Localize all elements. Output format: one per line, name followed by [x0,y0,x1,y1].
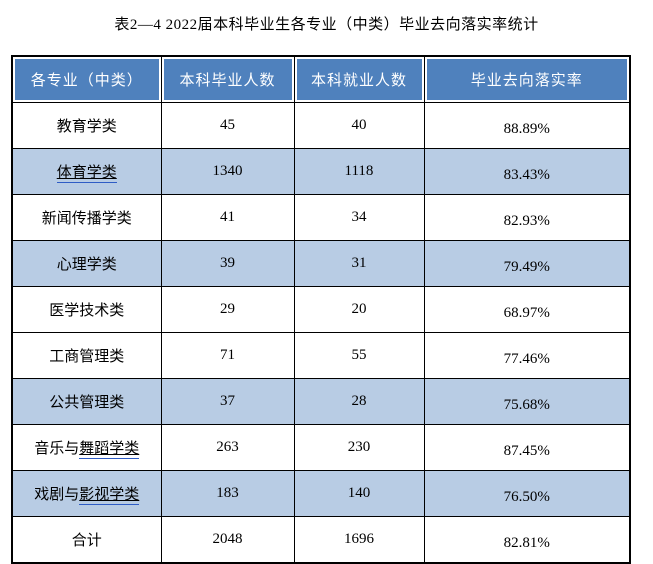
employed-cell: 230 [293,424,425,471]
rate-value: 76.50% [503,489,550,505]
header-graduates: 本科毕业人数 [160,55,295,103]
major-text: 工商管理类 [49,349,125,365]
table-row: 心理学类 39 31 79.49% [11,240,631,287]
major-cell: 戏剧与影视学类 [11,470,162,517]
table-body: 教育学类 45 40 88.89% 体育学类 1340 1118 83.43% 新闻传播学类 41… [11,102,631,564]
employed-cell: 1696 [293,516,425,564]
rate-cell: 75.68% [423,378,631,425]
major-cell: 心理学类 [11,240,162,287]
major-link[interactable]: 舞蹈学类 [79,441,140,459]
major-text: 医学技术类 [49,303,125,319]
table-row: 医学技术类 29 20 68.97% [11,286,631,333]
employed-cell: 40 [293,102,425,149]
employed-cell: 20 [293,286,425,333]
rate-cell: 79.49% [423,240,631,287]
graduates-cell: 2048 [160,516,295,564]
graduates-cell: 71 [160,332,295,379]
rate-value: 83.43% [503,167,550,183]
header-rate: 毕业去向落实率 [423,55,631,103]
graduates-cell: 45 [160,102,295,149]
major-cell: 体育学类 [11,148,162,195]
major-text: 公共管理类 [49,395,125,411]
major-cell: 公共管理类 [11,378,162,425]
rate-cell: 82.93% [423,194,631,241]
major-link[interactable]: 体育学类 [56,165,117,183]
major-cell: 音乐与舞蹈学类 [11,424,162,471]
employed-cell: 1118 [293,148,425,195]
graduates-cell: 39 [160,240,295,287]
rate-value: 68.97% [503,305,550,321]
graduates-cell: 29 [160,286,295,333]
table-row: 工商管理类 71 55 77.46% [11,332,631,379]
table-row: 合计 2048 1696 82.81% [11,516,631,564]
major-link[interactable]: 影视学类 [79,487,140,505]
graduates-cell: 263 [160,424,295,471]
table-row: 音乐与舞蹈学类 263 230 87.45% [11,424,631,471]
graduates-cell: 41 [160,194,295,241]
rate-value: 82.81% [503,535,550,551]
rate-cell: 77.46% [423,332,631,379]
table-row: 公共管理类 37 28 75.68% [11,378,631,425]
major-text: 戏剧与 [34,487,80,503]
rate-value: 75.68% [503,397,550,413]
rate-value: 87.45% [503,443,550,459]
table-row: 体育学类 1340 1118 83.43% [11,148,631,195]
major-text: 新闻传播学类 [41,211,132,227]
major-cell: 合计 [11,516,162,564]
rate-cell: 87.45% [423,424,631,471]
table-row: 新闻传播学类 41 34 82.93% [11,194,631,241]
rate-value: 88.89% [503,121,550,137]
graduates-cell: 37 [160,378,295,425]
header-row: 各专业（中类） 本科毕业人数 本科就业人数 毕业去向落实率 [11,55,631,103]
major-cell: 教育学类 [11,102,162,149]
major-text: 心理学类 [56,257,117,273]
major-cell: 医学技术类 [11,286,162,333]
employed-cell: 28 [293,378,425,425]
major-text: 合计 [71,533,102,549]
statistics-table: 各专业（中类） 本科毕业人数 本科就业人数 毕业去向落实率 教育学类 45 40 88… [11,55,631,564]
graduates-cell: 183 [160,470,295,517]
rate-cell: 68.97% [423,286,631,333]
header-major: 各专业（中类） [11,55,162,103]
table-caption: 表2—4 2022届本科毕业生各专业（中类）毕业去向落实率统计 [114,17,539,33]
table-row: 教育学类 45 40 88.89% [11,102,631,149]
major-cell: 新闻传播学类 [11,194,162,241]
graduates-cell: 1340 [160,148,295,195]
rate-value: 82.93% [503,213,550,229]
employed-cell: 34 [293,194,425,241]
header-employed: 本科就业人数 [293,55,425,103]
major-text: 教育学类 [56,119,117,135]
rate-value: 77.46% [503,351,550,367]
rate-cell: 82.81% [423,516,631,564]
table-row: 戏剧与影视学类 183 140 76.50% [11,470,631,517]
rate-cell: 83.43% [423,148,631,195]
major-text: 音乐与 [34,441,80,457]
major-cell: 工商管理类 [11,332,162,379]
rate-value: 79.49% [503,259,550,275]
employed-cell: 55 [293,332,425,379]
rate-cell: 88.89% [423,102,631,149]
employed-cell: 140 [293,470,425,517]
employed-cell: 31 [293,240,425,287]
rate-cell: 76.50% [423,470,631,517]
